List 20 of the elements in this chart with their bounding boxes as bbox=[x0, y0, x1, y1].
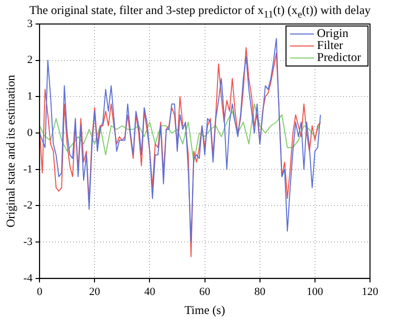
y-tick-label: -4 bbox=[23, 272, 34, 284]
y-tick-label: -1 bbox=[23, 163, 33, 176]
y-tick-label: 2 bbox=[27, 54, 33, 66]
legend-label: Predictor bbox=[317, 50, 362, 64]
x-tick-label: 120 bbox=[362, 286, 379, 298]
x-axis-title: Time (s) bbox=[184, 302, 226, 317]
x-tick-label: 20 bbox=[89, 286, 101, 298]
y-tick-label: -2 bbox=[23, 200, 33, 212]
y-tick-label: 1 bbox=[27, 90, 33, 103]
y-axis-title: Original state and its estimation bbox=[3, 74, 18, 228]
x-tick-label: 100 bbox=[306, 286, 324, 298]
x-tick-label: 0 bbox=[36, 286, 43, 298]
y-tick-label: 3 bbox=[27, 18, 34, 30]
legend-label: Origin bbox=[317, 26, 348, 40]
x-tick-label: 40 bbox=[144, 286, 156, 298]
chart-title: The original state, filter and 3-step predictor of x$_{11}$(t) (x$_{e}$(t)) with delay bbox=[29, 3, 371, 20]
x-tick-label: 80 bbox=[254, 286, 266, 298]
y-tick-label: -3 bbox=[23, 236, 34, 248]
x-tick-label: 60 bbox=[199, 286, 211, 298]
y-tick-label: 0 bbox=[27, 126, 34, 139]
